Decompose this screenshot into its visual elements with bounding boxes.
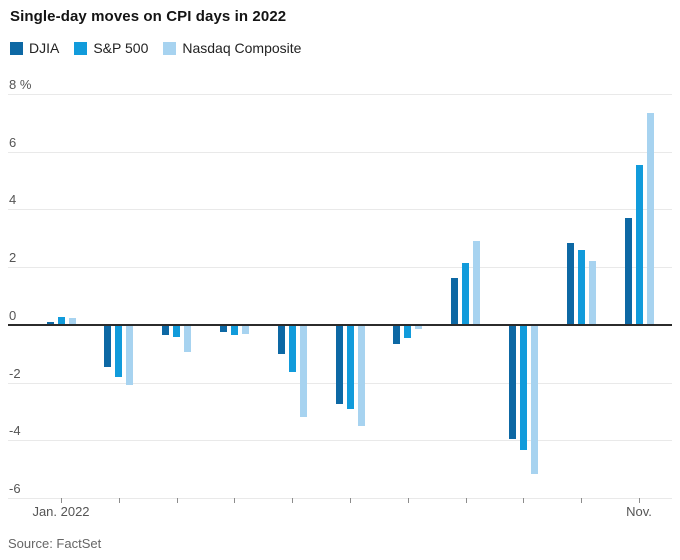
x-axis-label-0: Jan. 2022 (32, 504, 90, 519)
gridline--4 (8, 440, 672, 442)
bar-nasdaq-composite-10 (646, 112, 654, 325)
legend-label-nasdaq: Nasdaq Composite (182, 40, 302, 56)
bar-s-p-500-0 (57, 316, 65, 325)
legend-swatch-nasdaq-icon (163, 41, 177, 55)
legend-swatch-sp500-icon (74, 41, 88, 55)
x-axis-tick-7 (465, 498, 467, 503)
gridline-4 (8, 209, 672, 211)
bar-s-p-500-9 (577, 249, 585, 325)
zero-axis-line (8, 323, 672, 326)
source-note: Source: FactSet (8, 536, 102, 551)
bar-s-p-500-4 (288, 324, 296, 373)
bar-s-p-500-7 (462, 263, 470, 325)
y-axis-label-2: 2 (9, 250, 17, 266)
bar-nasdaq-composite-6 (415, 324, 423, 330)
x-axis-tick-0 (61, 498, 62, 503)
bar-djia-8 (508, 324, 516, 439)
y-axis-label-6: 6 (9, 134, 17, 150)
bar-djia-1 (104, 324, 112, 368)
gridline-2 (8, 267, 672, 269)
x-axis-tick-10 (639, 498, 640, 503)
bar-nasdaq-composite-3 (241, 324, 249, 334)
bar-nasdaq-composite-7 (473, 241, 481, 325)
bar-nasdaq-composite-1 (126, 324, 134, 386)
bar-s-p-500-5 (346, 324, 354, 409)
x-axis-tick-4 (292, 498, 294, 503)
x-axis-tick-2 (176, 498, 178, 503)
bar-nasdaq-composite-0 (68, 318, 76, 325)
bar-djia-2 (162, 324, 170, 335)
gridline--6 (8, 498, 672, 499)
bar-s-p-500-8 (519, 324, 527, 450)
x-axis-tick-3 (234, 498, 236, 503)
bar-djia-9 (566, 243, 574, 325)
bar-djia-7 (451, 277, 459, 325)
legend: DJIA S&P 500 Nasdaq Composite (10, 40, 316, 56)
legend-label-sp500: S&P 500 (93, 40, 149, 56)
bar-s-p-500-1 (115, 324, 123, 378)
bar-djia-4 (277, 324, 285, 355)
bar-s-p-500-2 (173, 324, 181, 338)
chart-title: Single-day moves on CPI days in 2022 (10, 8, 287, 25)
bar-s-p-500-10 (635, 164, 643, 325)
y-axis-label--2: -2 (9, 365, 21, 381)
x-axis-tick-6 (407, 498, 409, 503)
x-axis-label-10: Nov. (626, 504, 652, 519)
x-axis-tick-5 (350, 498, 351, 503)
y-axis-label-8: 8 % (9, 77, 32, 92)
x-axis-tick-8 (523, 498, 525, 503)
bar-nasdaq-composite-8 (530, 324, 538, 474)
bar-nasdaq-composite-2 (184, 324, 192, 353)
bar-djia-6 (393, 324, 401, 345)
legend-swatch-djia-icon (10, 41, 23, 55)
bar-djia-3 (219, 324, 227, 333)
bar-nasdaq-composite-4 (299, 324, 307, 417)
y-axis-label-0: 0 (9, 307, 17, 323)
bar-s-p-500-3 (230, 324, 238, 335)
legend-label-djia: DJIA (29, 40, 60, 56)
bar-djia-0 (46, 321, 54, 325)
bar-djia-10 (624, 218, 632, 325)
bar-nasdaq-composite-5 (357, 324, 365, 427)
bar-s-p-500-6 (404, 324, 412, 338)
bar-nasdaq-composite-9 (588, 260, 596, 325)
bar-djia-5 (335, 324, 343, 404)
x-axis-tick-1 (118, 498, 120, 503)
y-axis-label--4: -4 (9, 423, 21, 439)
x-axis-tick-9 (581, 498, 583, 503)
legend-item-sp500: S&P 500 (74, 40, 148, 56)
legend-item-djia: DJIA (10, 40, 59, 56)
gridline-8 (8, 94, 672, 95)
y-axis-label--6: -6 (9, 481, 21, 496)
gridline-6 (8, 151, 672, 153)
y-axis-label-4: 4 (9, 192, 17, 208)
legend-item-nasdaq: Nasdaq Composite (163, 40, 301, 56)
